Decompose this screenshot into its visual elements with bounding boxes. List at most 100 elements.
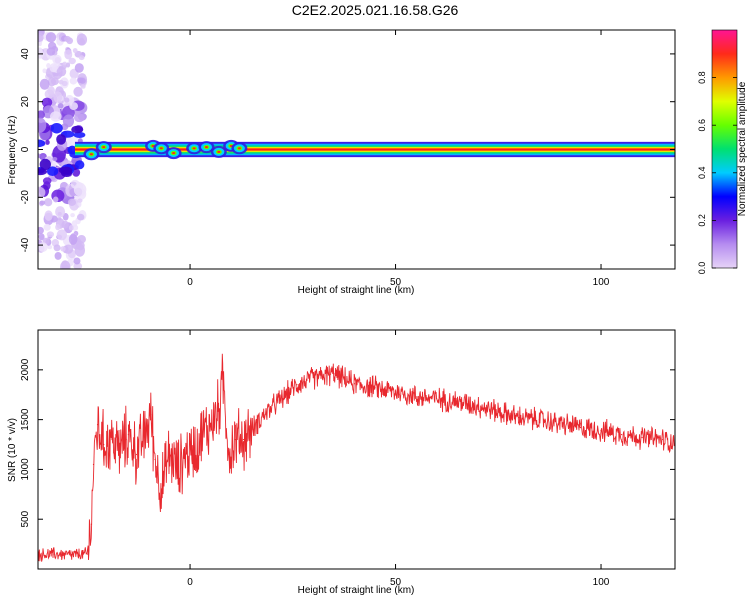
spectrogram-noise-blob <box>46 62 51 69</box>
spectrogram-noise-blob <box>41 97 53 108</box>
spectrogram-x-label: Height of straight line (km) <box>298 285 415 296</box>
spectrogram-noise-blob <box>77 202 82 206</box>
snr-data-point <box>86 553 88 555</box>
spectrogram-noise-blob <box>53 244 61 252</box>
spectrogram-x-axis: 0 50 100 <box>187 30 610 288</box>
snr-data-point <box>160 488 162 490</box>
spectrogram-x-tick-label: 0 <box>187 277 193 288</box>
snr-x-label: Height of straight line (km) <box>298 585 415 596</box>
spectrogram-noise-blob <box>50 77 59 86</box>
spectrogram-noise-blob-strong <box>39 158 51 171</box>
snr-data-point <box>92 463 95 466</box>
spectrogram-noise-blob <box>64 97 70 103</box>
spectrogram-noise-blob-strong <box>38 168 47 176</box>
colorbar: 0.0 0.2 0.4 0.6 0.8 Normalized spectral ampl… <box>697 29 748 274</box>
spectrogram-noise-blob-strong <box>74 160 85 170</box>
snr-y-label: SNR (10 * v/v) <box>7 418 18 482</box>
spectrogram-noise-blob <box>39 200 46 206</box>
snr-y-tick-label: 1500 <box>20 408 31 431</box>
spectrogram-marks <box>38 30 675 269</box>
spectrogram-ridge-band <box>74 148 675 151</box>
spectrogram-noise-blob <box>65 62 71 68</box>
snr-data-point <box>538 419 540 421</box>
snr-data-point <box>193 448 195 451</box>
colorbar-ticks: 0.0 0.2 0.4 0.6 0.8 <box>697 71 737 274</box>
spectrogram-noise-blob <box>77 198 83 203</box>
spectrogram-ridge-wobble <box>89 153 94 156</box>
spectrogram-ridge-wobble <box>217 150 221 153</box>
snr-data-point <box>168 453 171 456</box>
spectrogram-noise-blob <box>62 61 67 66</box>
snr-frame <box>37 329 676 570</box>
spectrogram-noise-blob <box>73 113 85 123</box>
colorbar-tick-label: 0.6 <box>697 119 707 132</box>
spectrogram-noise-blob <box>77 213 85 221</box>
spectrogram-noise-blob <box>47 86 55 96</box>
spectrogram-noise-blob <box>38 47 43 53</box>
spectrogram-y-tick-label: 20 <box>20 96 31 108</box>
snr-data-point <box>150 414 152 416</box>
snr-data-point <box>662 438 664 441</box>
spectrogram-x-tick-label: 100 <box>593 277 610 288</box>
spectrogram-noise-blob <box>68 224 74 231</box>
spectrogram-noise-blob <box>73 257 81 265</box>
spectrogram-noise-blob <box>80 84 86 89</box>
snr-data-point <box>600 429 602 432</box>
snr-data-point <box>641 436 643 439</box>
spectrogram-noise-blob <box>67 198 76 206</box>
spectrogram-y-tick-label: 0 <box>20 146 31 152</box>
spectrogram-noise-blob <box>52 54 62 65</box>
snr-data-point <box>144 433 146 436</box>
figure-title: C2E2.2025.021.16.58.G26 <box>291 2 459 18</box>
snr-data-point <box>234 438 236 441</box>
snr-data-point <box>242 438 245 441</box>
snr-data-point <box>333 373 335 375</box>
spectrogram-y-tick-label: 40 <box>20 48 31 60</box>
snr-data-point <box>210 424 212 426</box>
spectrogram-noise-blob <box>68 57 76 65</box>
snr-data-point <box>518 417 520 419</box>
snr-data-point <box>436 398 438 400</box>
spectrogram-noise-blob <box>70 179 80 189</box>
snr-data-point <box>296 384 298 386</box>
spectrogram-noise-blob <box>69 102 79 111</box>
spectrogram-y-label: Frequency (Hz) <box>7 116 18 185</box>
spectrogram-noise-blob <box>46 47 56 56</box>
snr-data-point <box>70 554 72 556</box>
snr-data-point <box>222 379 224 381</box>
spectrogram-noise-blob <box>55 206 66 218</box>
snr-data-point <box>127 433 130 436</box>
spectrogram-noise-blob <box>68 233 78 245</box>
snr-y-tick-label: 1000 <box>20 458 31 481</box>
spectrogram-noise-blob <box>49 63 58 73</box>
spectrogram-noise-blob <box>45 32 57 43</box>
spectrogram-noise-blob-strong <box>71 125 84 134</box>
spectrogram-noise-blob <box>56 66 67 77</box>
snr-data-point <box>456 401 458 403</box>
snr-data-point <box>90 523 93 525</box>
colorbar-tick-label: 0.4 <box>697 167 707 180</box>
snr-data-point <box>620 433 623 436</box>
spectrogram-noise-blob <box>60 260 71 269</box>
snr-data-point <box>111 438 113 441</box>
spectrogram-noise-blob <box>62 114 75 128</box>
spectrogram-noise-blob-strong <box>73 131 86 138</box>
spectrogram-noise-blob-strong <box>56 134 67 145</box>
snr-data-point <box>497 411 499 413</box>
snr-x-tick-label: 100 <box>593 577 610 588</box>
spectrogram-y-tick-label: -20 <box>20 190 31 205</box>
spectrogram-noise-blob <box>58 79 64 85</box>
snr-y-axis: 500 1000 1500 2000 <box>20 358 675 528</box>
snr-data-point <box>579 426 582 429</box>
spectrogram-noise-blob <box>47 244 53 250</box>
snr-data-point <box>119 448 121 451</box>
snr-data-point <box>154 458 156 461</box>
snr-data-point <box>279 399 282 401</box>
spectrogram-ridge-wobble <box>159 147 163 150</box>
snr-data-point <box>177 468 179 471</box>
spectrogram-noise-blob <box>50 111 62 122</box>
spectrogram-noise-blob <box>73 86 83 97</box>
colorbar-tick-label: 0.8 <box>697 71 707 84</box>
spectrogram-y-axis: -40 -20 0 20 40 <box>20 48 675 252</box>
